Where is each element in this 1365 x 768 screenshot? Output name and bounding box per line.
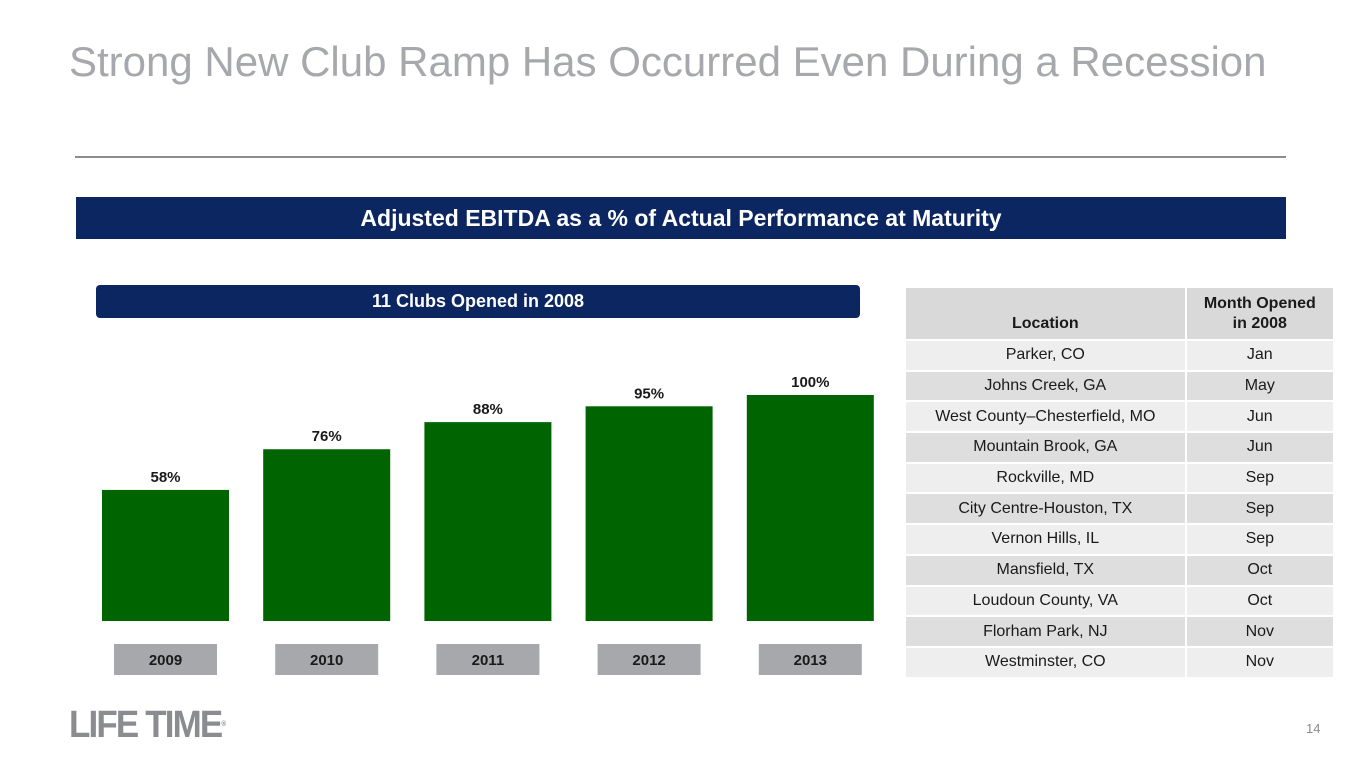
data-label-2009: 58%: [150, 469, 180, 486]
logo-text: LIFE TIME: [69, 704, 223, 746]
month-cell: May: [1184, 369, 1336, 403]
table-row: Rockville, MD Sep: [904, 461, 1336, 495]
location-cell: Rockville, MD: [904, 461, 1187, 495]
location-cell: West County–Chesterfield, MO: [904, 400, 1187, 434]
month-cell: Jan: [1184, 339, 1336, 372]
month-cell: Jun: [1184, 400, 1336, 434]
tick-label-2010: 2010: [310, 652, 343, 669]
table-header-row: Location Month Opened in 2008: [904, 286, 1336, 341]
table-row: Florham Park, NJ Nov: [904, 615, 1336, 648]
tick-label-2011: 2011: [472, 652, 505, 669]
title-divider: [75, 156, 1286, 158]
table-row: Vernon Hills, IL Sep: [904, 523, 1336, 556]
location-cell: Florham Park, NJ: [904, 615, 1187, 648]
header-month-line-2: in 2008: [1232, 314, 1287, 332]
logo-registered-mark: ®: [221, 721, 227, 728]
header-location: Location: [904, 286, 1187, 341]
category-box-2013: [758, 644, 862, 675]
page-number: 14: [1306, 721, 1321, 736]
section-banner: Adjusted EBITDA as a % of Actual Perform…: [76, 197, 1286, 239]
location-cell: Parker, CO: [904, 339, 1187, 372]
category-box-2009: [114, 644, 217, 675]
data-label-2011: 88%: [473, 401, 503, 418]
table-row: Johns Creek, GA May: [904, 369, 1336, 403]
clubs-table: Location Month Opened in 2008 Parker, CO…: [904, 286, 1336, 679]
bar-2011: [424, 422, 552, 621]
tick-label-2009: 2009: [149, 652, 182, 669]
table-row: Mansfield, TX Oct: [904, 553, 1336, 587]
chart-title-banner: 11 Clubs Opened in 2008: [96, 285, 860, 318]
month-cell: Nov: [1184, 615, 1336, 648]
table-row: West County–Chesterfield, MO Jun: [904, 400, 1336, 434]
location-cell: Vernon Hills, IL: [904, 523, 1187, 556]
table-row: City Centre-Houston, TX Sep: [904, 492, 1336, 526]
bar-2013: [746, 395, 874, 621]
lifetime-logo: LIFE TIME®: [69, 706, 226, 744]
location-cell: Loudoun County, VA: [904, 584, 1187, 618]
table-row: Mountain Brook, GA Jun: [904, 431, 1336, 464]
month-cell: Nov: [1184, 645, 1336, 679]
bar-2010: [263, 449, 391, 621]
table-row: Loudoun County, VA Oct: [904, 584, 1336, 618]
month-cell: Jun: [1184, 431, 1336, 464]
location-cell: Westminster, CO: [904, 645, 1187, 679]
data-label-2012: 95%: [634, 385, 664, 402]
tick-label-2012: 2012: [632, 652, 665, 669]
category-box-2011: [436, 644, 540, 675]
page-title: Strong New Club Ramp Has Occurred Even D…: [69, 38, 1267, 85]
data-label-2010: 76%: [312, 428, 342, 445]
header-month-opened: Month Opened in 2008: [1184, 286, 1336, 341]
month-cell: Sep: [1184, 461, 1336, 495]
bar-2009: [102, 489, 229, 621]
tick-label-2013: 2013: [794, 652, 827, 669]
category-box-2010: [275, 644, 379, 675]
location-cell: Mountain Brook, GA: [904, 431, 1187, 464]
table-row: Westminster, CO Nov: [904, 645, 1336, 679]
location-cell: Mansfield, TX: [904, 553, 1187, 587]
category-box-2012: [597, 644, 701, 675]
month-cell: Oct: [1184, 553, 1336, 587]
location-cell: Johns Creek, GA: [904, 369, 1187, 403]
month-cell: Oct: [1184, 584, 1336, 618]
table-row: Parker, CO Jan: [904, 339, 1336, 372]
data-label-2013: 100%: [791, 374, 829, 391]
location-cell: City Centre-Houston, TX: [904, 492, 1187, 526]
month-cell: Sep: [1184, 492, 1336, 526]
month-cell: Sep: [1184, 523, 1336, 556]
bar-2012: [585, 406, 713, 621]
header-month-line-1: Month Opened: [1203, 294, 1316, 312]
